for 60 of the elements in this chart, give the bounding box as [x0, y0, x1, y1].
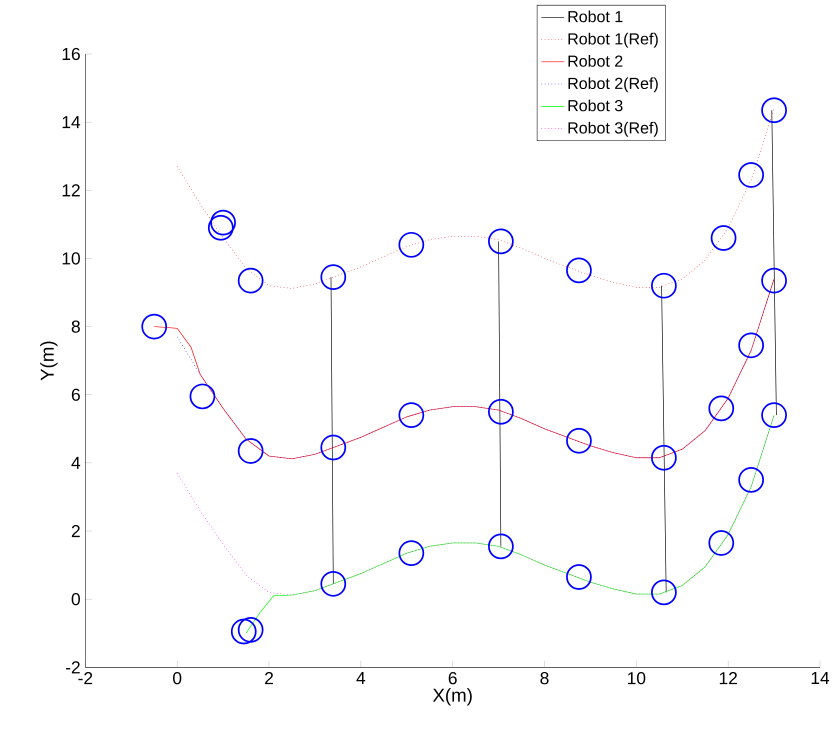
legend-label: Robot 3(Ref)	[568, 122, 658, 137]
legend-label: Robot 2	[568, 55, 622, 67]
legend-label: Robot 1(Ref)	[568, 32, 658, 48]
point	[651, 579, 677, 606]
y-tick-label: 6	[72, 388, 80, 401]
point	[210, 210, 236, 236]
point	[651, 272, 677, 299]
point	[566, 564, 592, 590]
x-tick-label: 14	[812, 672, 830, 684]
line-series	[176, 414, 774, 596]
x-tick-label: 6	[448, 672, 457, 684]
point	[320, 264, 346, 290]
point	[238, 438, 264, 464]
point	[566, 428, 592, 454]
y-tick-label: 10	[62, 252, 80, 265]
y-tick-label: -2	[66, 661, 80, 674]
x-tick-label: 8	[540, 672, 549, 684]
legend-label: Robot 1	[568, 10, 622, 22]
point	[761, 402, 787, 428]
point	[710, 225, 736, 251]
point	[141, 314, 168, 340]
y-tick-label: 8	[72, 320, 80, 333]
y-tick-label: 4	[71, 456, 80, 469]
y-tick-label: 2	[72, 524, 80, 538]
x-axis-title: X(m)	[432, 688, 472, 706]
x-tick-label: 4	[356, 672, 366, 684]
y-axis-title: Y(m)	[40, 342, 58, 380]
legend-label: Robot 3	[568, 100, 623, 112]
x-tick-label: 0	[173, 672, 182, 684]
point	[208, 214, 234, 241]
x-tick-label: 10	[628, 672, 646, 684]
point	[738, 162, 764, 188]
point	[238, 268, 264, 294]
point	[238, 616, 264, 643]
y-tick-label: 14	[62, 116, 80, 128]
point	[761, 268, 787, 294]
y-tick-label: 0	[72, 593, 80, 606]
y-tick-label: 16	[62, 48, 80, 60]
x-tick-label: 2	[265, 672, 273, 684]
point	[488, 228, 514, 254]
point	[738, 467, 764, 493]
point	[190, 384, 216, 410]
point	[398, 540, 424, 566]
point	[398, 402, 424, 428]
line-series	[246, 414, 774, 634]
point	[398, 232, 424, 258]
point	[708, 530, 734, 556]
point	[708, 395, 734, 422]
point	[320, 434, 346, 460]
point	[738, 332, 764, 358]
point	[320, 570, 346, 597]
y-tick-label: 12	[62, 184, 80, 196]
point	[566, 257, 592, 284]
point	[488, 533, 514, 560]
point	[651, 444, 677, 471]
legend-label: Robot 2(Ref)	[568, 77, 658, 92]
point	[761, 97, 787, 124]
point	[230, 618, 257, 644]
x-tick-label: 12	[720, 672, 737, 684]
point	[488, 398, 514, 425]
